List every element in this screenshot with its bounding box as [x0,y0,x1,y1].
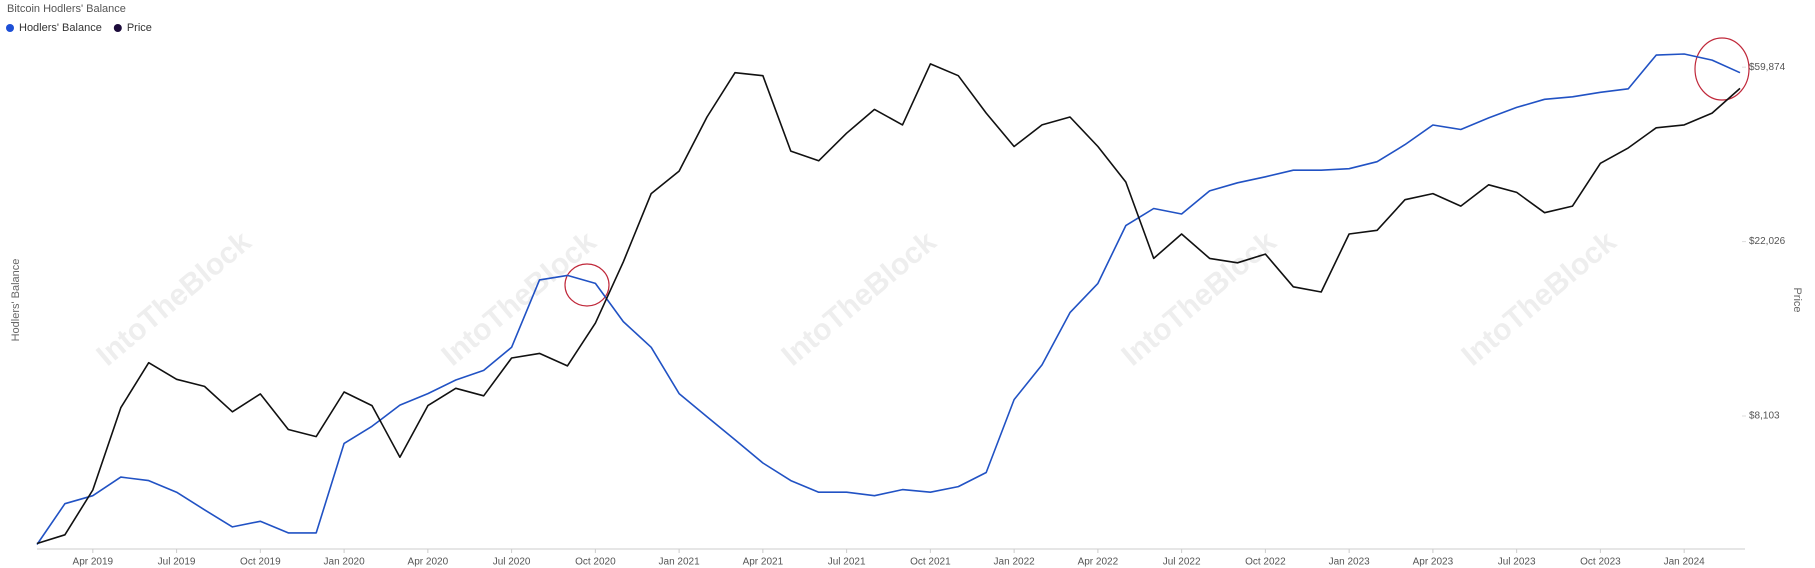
highlight-circle [1694,37,1750,101]
y2-tick-label: $22,026 [1749,236,1786,247]
legend-marker [6,24,14,32]
x-tick-label: Jul 2023 [1498,557,1536,568]
watermarks: IntoTheBlock IntoTheBlock IntoTheBlock I… [91,225,1623,373]
x-tick-label: Apr 2020 [408,557,449,568]
watermark: IntoTheBlock [776,225,943,373]
legend-label: Hodlers' Balance [19,22,102,34]
x-tick-label: Apr 2019 [73,557,114,568]
watermark: IntoTheBlock [1116,225,1283,373]
x-tick-label: Jul 2022 [1163,557,1201,568]
watermark: IntoTheBlock [1456,225,1623,373]
legend-marker [113,24,122,32]
y2-axis-label: Price [1791,287,1803,312]
x-tick-label: Jul 2019 [158,557,196,568]
x-tick-label: Jan 2021 [659,557,701,568]
x-tick-label: Jan 2024 [1664,557,1706,568]
x-tick-label: Jan 2020 [324,557,366,568]
x-tick-label: Oct 2019 [240,557,281,568]
x-tick-label: Apr 2021 [743,557,784,568]
series-line [36,63,1741,545]
y2-tick-label: $8,103 [1749,411,1780,422]
x-tick-label: Apr 2022 [1078,557,1119,568]
y2-tick-label: $59,874 [1749,62,1786,73]
watermark: IntoTheBlock [91,225,258,373]
x-tick-label: Jan 2022 [994,557,1036,568]
y-axis-label: Hodlers' Balance [10,259,22,342]
chart-title: Bitcoin Hodlers' Balance [7,3,126,15]
highlight-circle [564,263,610,307]
x-tick-label: Apr 2023 [1413,557,1454,568]
x-tick-label: Jul 2021 [828,557,866,568]
x-tick-label: Jan 2023 [1329,557,1371,568]
x-tick-label: Oct 2023 [1580,557,1621,568]
x-tick-label: Jul 2020 [493,557,531,568]
x-tick-label: Oct 2021 [910,557,951,568]
legend-label: Price [127,22,152,34]
series-line [36,53,1741,545]
x-tick-label: Oct 2020 [575,557,616,568]
legend: Hodlers' Balance Price [6,22,152,34]
x-tick-label: Oct 2022 [1245,557,1286,568]
